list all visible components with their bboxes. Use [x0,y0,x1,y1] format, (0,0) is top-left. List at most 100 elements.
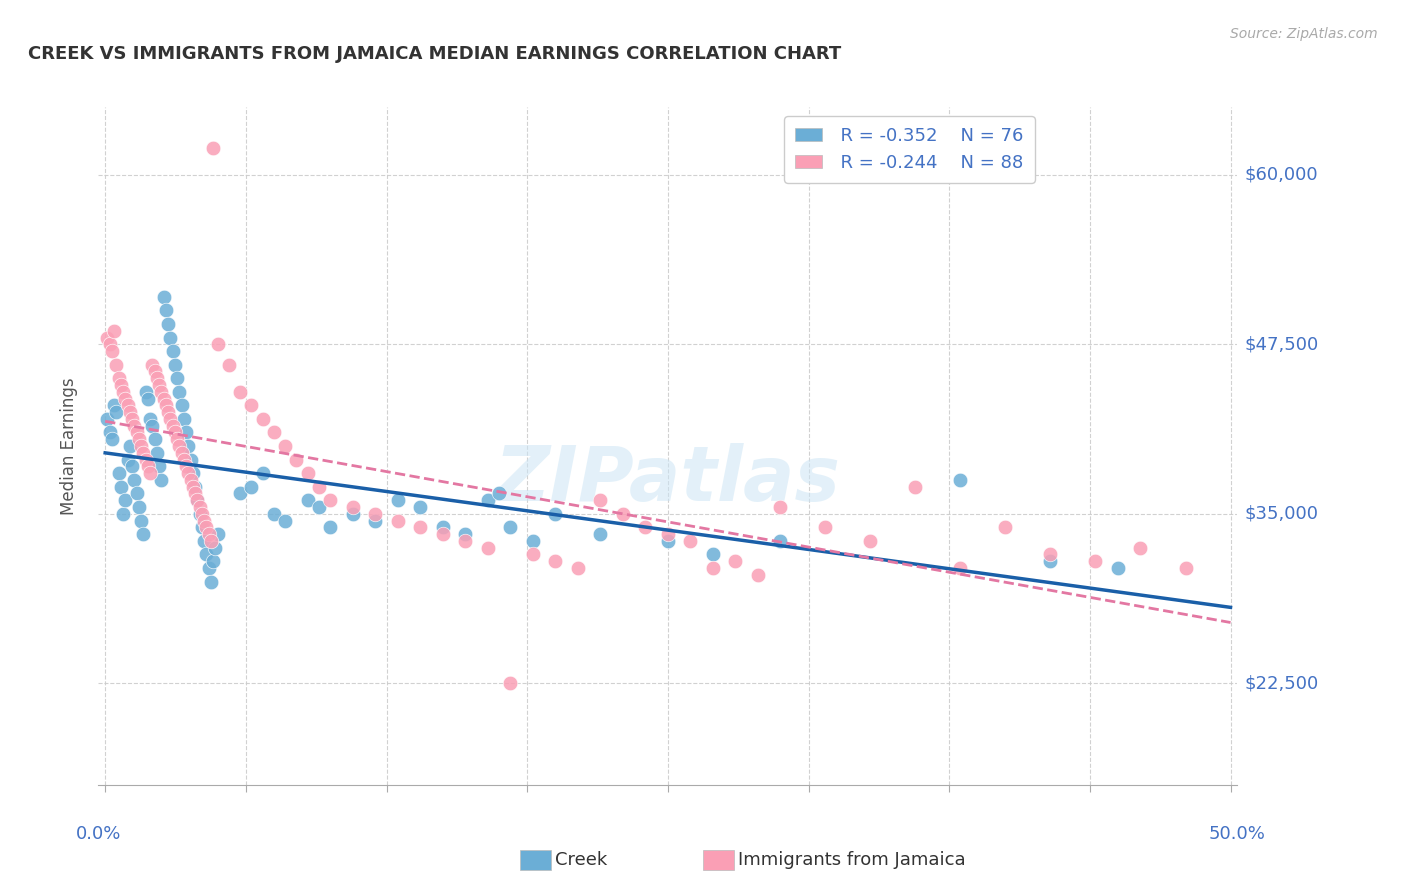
Point [679,533,702,548]
Point [724,554,747,568]
Point [612,507,634,521]
Point [191,520,214,534]
Point [146,371,169,385]
Point [163,358,186,372]
Point [409,500,432,514]
Point [159,330,181,344]
Point [174,459,197,474]
Point [121,459,143,474]
Point [432,520,454,534]
Legend:   R = -0.352    N = 76,   R = -0.244    N = 88: R = -0.352 N = 76, R = -0.244 N = 88 [785,116,1035,183]
Point [110,480,132,494]
Point [544,554,567,568]
Point [128,500,150,514]
Point [101,432,124,446]
Point [319,493,342,508]
Point [477,493,499,508]
Point [202,141,225,155]
Point [949,561,972,575]
Point [769,500,792,514]
Point [155,303,177,318]
Point [157,317,180,331]
Point [200,574,222,589]
Point [994,520,1017,534]
Point [105,358,128,372]
Point [308,480,330,494]
Point [150,384,173,399]
Point [499,520,522,534]
Text: 50.0%: 50.0% [1209,825,1265,843]
Point [342,500,364,514]
Point [240,398,263,412]
Point [141,418,163,433]
Point [904,480,927,494]
Point [105,405,128,419]
Point [107,371,129,385]
Text: $22,500: $22,500 [1244,674,1319,692]
Point [207,337,229,351]
Point [657,527,679,541]
Point [141,358,163,372]
Text: ZIPatlas: ZIPatlas [495,443,841,516]
Point [522,533,544,548]
Point [162,418,184,433]
Point [128,432,150,446]
Point [150,473,173,487]
Point [121,412,143,426]
Point [166,371,188,385]
Point [364,507,387,521]
Point [107,466,129,480]
Point [170,398,193,412]
Point [319,520,342,534]
Point [197,527,219,541]
Point [297,493,319,508]
Point [162,344,184,359]
Point [101,344,124,359]
Point [169,384,191,399]
Text: Immigrants from Jamaica: Immigrants from Jamaica [738,851,966,869]
Point [186,493,208,508]
Point [285,452,308,467]
Point [186,493,208,508]
Point [702,561,724,575]
Text: 0.0%: 0.0% [76,825,121,843]
Point [132,527,155,541]
Point [229,486,252,500]
Point [589,527,612,541]
Point [229,384,252,399]
Point [200,533,222,548]
Y-axis label: Median Earnings: Median Earnings [59,377,77,515]
Point [125,486,148,500]
Point [152,392,174,406]
Point [180,473,202,487]
Text: Creek: Creek [555,851,607,869]
Point [96,330,118,344]
Text: Source: ZipAtlas.com: Source: ZipAtlas.com [1230,27,1378,41]
Point [859,533,882,548]
Point [589,493,612,508]
Point [98,425,121,440]
Point [143,432,166,446]
Point [159,412,181,426]
Point [166,432,188,446]
Point [240,480,263,494]
Point [173,412,195,426]
Point [387,514,409,528]
Point [188,500,211,514]
Point [124,473,146,487]
Point [170,446,193,460]
Point [184,486,207,500]
Point [432,527,454,541]
Point [263,425,285,440]
Point [148,459,170,474]
Point [146,446,169,460]
Point [204,541,226,555]
Point [1129,541,1152,555]
Point [177,466,200,480]
Point [1084,554,1107,568]
Point [207,527,229,541]
Point [139,412,162,426]
Point [1174,561,1197,575]
Point [499,676,522,690]
Point [274,514,297,528]
